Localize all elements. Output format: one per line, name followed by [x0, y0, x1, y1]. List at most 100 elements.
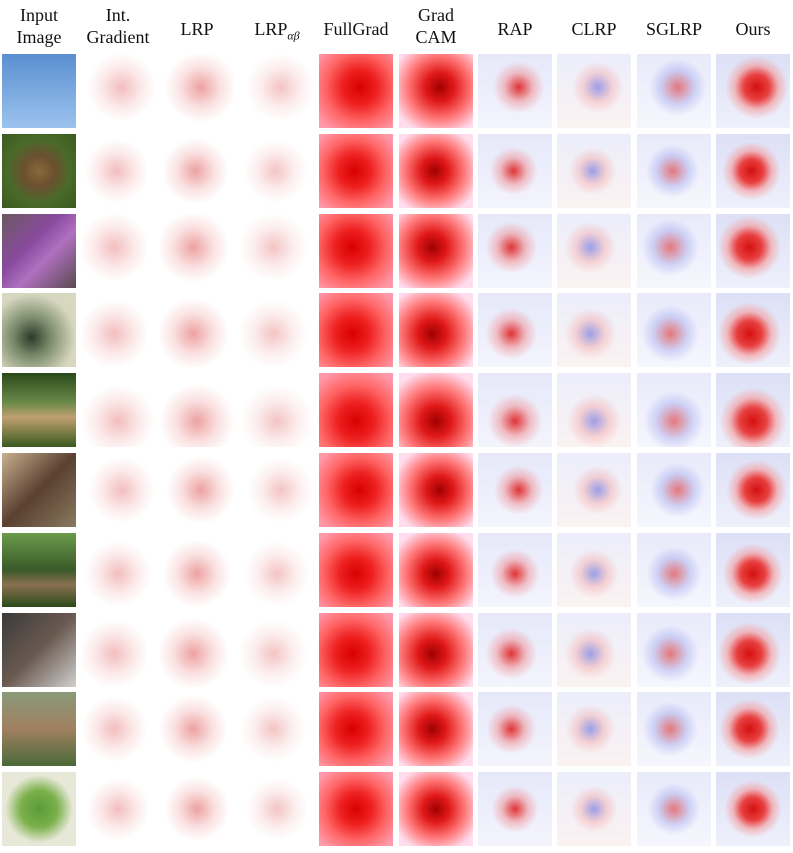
column-header: RAP: [476, 18, 554, 40]
saliency-map: [160, 373, 234, 448]
saliency-map: [319, 133, 393, 208]
header-text: CLRP: [571, 19, 617, 39]
saliency-map: [716, 692, 790, 767]
saliency-map: [399, 532, 473, 607]
header-subscript: αβ: [287, 28, 300, 43]
saliency-map: [160, 532, 234, 607]
header-text: Ours: [735, 19, 771, 39]
saliency-map: [160, 453, 234, 527]
header-text: LRP: [254, 19, 288, 39]
saliency-map: [478, 133, 552, 208]
input-image: [2, 772, 76, 847]
column-header: Input Image: [0, 4, 78, 48]
header-text: LRP: [180, 19, 214, 39]
saliency-map: [319, 54, 393, 128]
column-header: Ours: [714, 18, 792, 40]
saliency-map: [637, 772, 711, 847]
saliency-map: [160, 612, 234, 687]
column-header: LRP: [158, 18, 236, 40]
saliency-map: [81, 213, 155, 288]
saliency-map: [319, 453, 393, 527]
input-image: [2, 612, 76, 687]
saliency-map: [240, 213, 314, 288]
saliency-map: [478, 772, 552, 847]
saliency-map: [399, 772, 473, 847]
header-text: FullGrad: [323, 19, 389, 39]
input-image: [2, 453, 76, 527]
saliency-map: [81, 532, 155, 607]
saliency-map: [81, 373, 155, 448]
saliency-map: [716, 612, 790, 687]
saliency-map: [637, 532, 711, 607]
saliency-map: [81, 54, 155, 128]
saliency-map: [716, 293, 790, 368]
saliency-map: [81, 293, 155, 368]
saliency-map: [478, 293, 552, 368]
saliency-map: [478, 54, 552, 128]
saliency-map: [160, 293, 234, 368]
column-header: Grad CAM: [397, 4, 475, 48]
saliency-map: [557, 532, 631, 607]
saliency-map: [160, 213, 234, 288]
saliency-map: [240, 133, 314, 208]
saliency-map: [557, 772, 631, 847]
saliency-map: [160, 54, 234, 128]
saliency-map: [319, 213, 393, 288]
saliency-map: [557, 453, 631, 527]
saliency-map: [716, 373, 790, 448]
saliency-map: [240, 453, 314, 527]
saliency-map: [716, 213, 790, 288]
saliency-map: [478, 453, 552, 527]
saliency-map: [637, 692, 711, 767]
header-text: Input: [20, 5, 58, 25]
saliency-map: [716, 532, 790, 607]
saliency-map: [319, 293, 393, 368]
saliency-map: [557, 373, 631, 448]
saliency-map: [240, 772, 314, 847]
saliency-map: [557, 612, 631, 687]
saliency-map: [478, 692, 552, 767]
column-header: LRPαβ: [238, 18, 316, 47]
column-header: Int. Gradient: [79, 4, 157, 48]
saliency-map: [637, 54, 711, 128]
saliency-map: [557, 692, 631, 767]
header-text: Int.: [105, 5, 131, 25]
saliency-map: [240, 692, 314, 767]
saliency-map: [319, 532, 393, 607]
input-image: [2, 692, 76, 767]
saliency-map: [716, 772, 790, 847]
saliency-map: [160, 692, 234, 767]
saliency-map: [399, 213, 473, 288]
saliency-map: [399, 692, 473, 767]
input-image: [2, 293, 76, 368]
saliency-map: [557, 54, 631, 128]
input-image: [2, 213, 76, 288]
input-image: [2, 532, 76, 607]
saliency-map: [637, 213, 711, 288]
input-image: [2, 133, 76, 208]
saliency-map: [240, 612, 314, 687]
saliency-map: [399, 373, 473, 448]
saliency-map: [478, 532, 552, 607]
saliency-map: [81, 772, 155, 847]
saliency-map: [478, 612, 552, 687]
saliency-map: [399, 293, 473, 368]
saliency-map: [478, 213, 552, 288]
saliency-map: [240, 373, 314, 448]
saliency-map: [81, 692, 155, 767]
saliency-map: [160, 133, 234, 208]
header-text: CAM: [415, 27, 457, 47]
saliency-map: [637, 293, 711, 368]
saliency-map: [160, 772, 234, 847]
input-image: [2, 373, 76, 448]
saliency-map: [319, 692, 393, 767]
saliency-map: [716, 133, 790, 208]
saliency-map: [240, 54, 314, 128]
header-text: RAP: [497, 19, 533, 39]
saliency-map: [319, 373, 393, 448]
saliency-map: [240, 532, 314, 607]
column-header: SGLRP: [635, 18, 713, 40]
saliency-map: [637, 373, 711, 448]
header-text: SGLRP: [645, 19, 703, 39]
